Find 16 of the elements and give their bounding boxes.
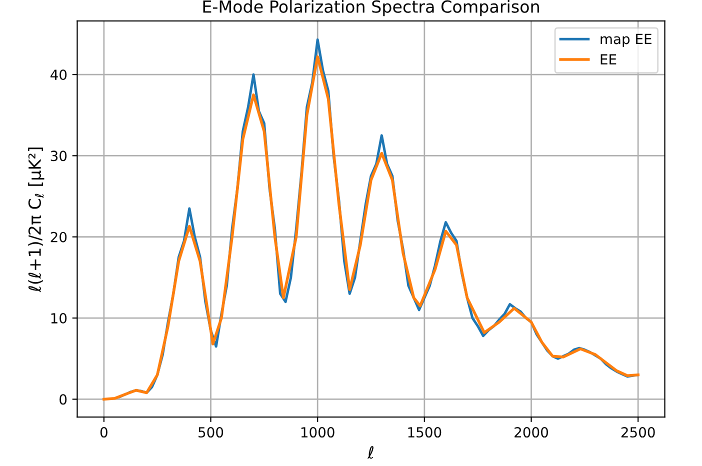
x-axis-title: ℓ: [367, 446, 374, 459]
y-axis-title: ℓ(ℓ+1)/2π C$_{ℓ}$ [μK²]: [28, 148, 44, 292]
x-tick-label: 1500: [408, 427, 442, 438]
legend-label: EE: [600, 54, 616, 64]
x-tick-label: 2500: [621, 427, 655, 438]
x-tick-label: 0: [100, 427, 108, 438]
y-tick-label: 10: [51, 313, 67, 324]
y-tick-label: 40: [50, 70, 67, 80]
y-tick-label: 0: [60, 394, 67, 405]
y-tick-label: 30: [50, 150, 67, 162]
x-tick-label: 2000: [514, 427, 548, 438]
legend-label: map EE: [600, 34, 652, 47]
x-tick-label: 1000: [301, 427, 334, 438]
x-tick-label: 500: [198, 427, 224, 438]
y-tick-label: 20: [50, 232, 67, 242]
chart-title: E-Mode Polarization Spectra Comparison: [203, 0, 539, 16]
